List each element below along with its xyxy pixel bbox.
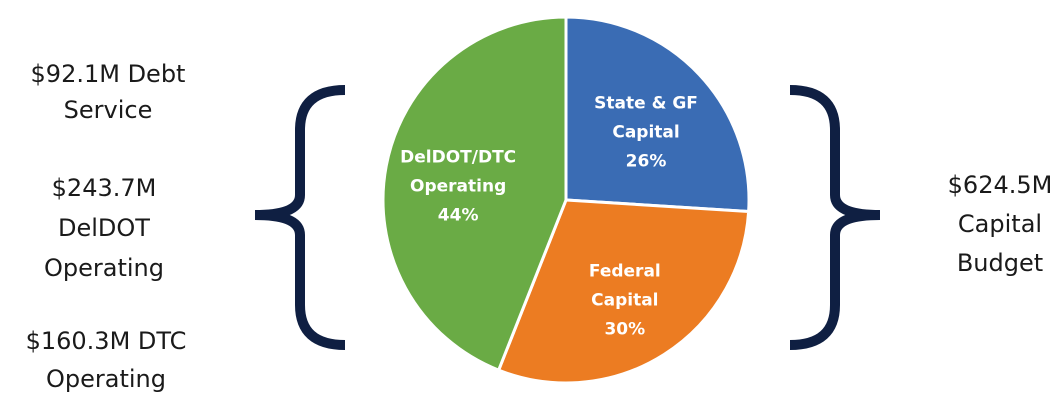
- right-brace: [789, 85, 881, 350]
- slice-label: Federal Capital 30%: [575, 257, 675, 344]
- left-brace: [254, 85, 346, 350]
- pie-slice: [381, 15, 568, 373]
- slice-name: DelDOT/DTC Operating: [400, 147, 517, 197]
- slice-value: 26%: [625, 151, 667, 172]
- slice-value: 30%: [604, 319, 646, 340]
- pie-slice: [564, 15, 751, 214]
- annotation: $243.7M DelDOT Operating: [44, 174, 164, 282]
- annotation: $92.1M Debt Service: [30, 60, 186, 124]
- pie-slice: [496, 198, 751, 385]
- annotation: $624.5M Capital Budget: [947, 171, 1053, 277]
- slice-name: Federal Capital: [588, 261, 661, 311]
- slice-value: 44%: [437, 205, 479, 226]
- slice-label: DelDOT/DTC Operating 44%: [383, 144, 533, 231]
- annotation: $160.3M DTC Operating: [25, 327, 187, 393]
- slice-name: State & GF Capital: [594, 93, 698, 143]
- slice-label: State & GF Capital 26%: [591, 89, 701, 176]
